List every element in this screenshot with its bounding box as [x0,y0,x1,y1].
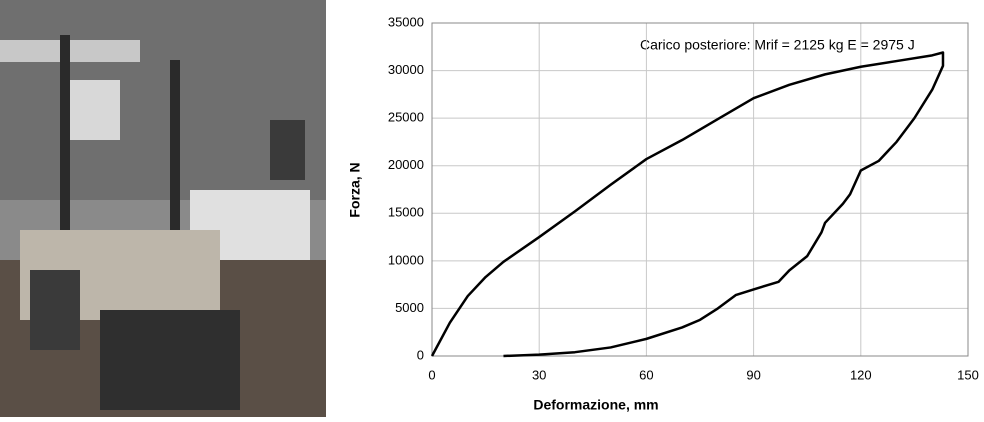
y-tick-label: 0 [417,347,424,362]
y-tick-label: 30000 [388,62,424,77]
x-tick-label: 150 [957,367,979,382]
chart-background [338,0,984,417]
x-tick-label: 60 [639,367,653,382]
y-tick-label: 35000 [388,14,424,29]
y-tick-label: 5000 [395,300,424,315]
x-tick-label: 0 [428,367,435,382]
y-tick-label: 20000 [388,157,424,172]
x-tick-label: 120 [850,367,872,382]
x-tick-label: 90 [746,367,760,382]
y-axis-label: Forza, N [347,162,363,217]
x-axis-label: Deformazione, mm [533,397,658,413]
y-tick-label: 15000 [388,205,424,220]
annotation: Carico posteriore: Mrif = 2125 kg E = 29… [640,37,915,53]
plot-frame [431,22,969,357]
photo [0,0,326,417]
y-tick-label: 25000 [388,110,424,125]
y-tick-label: 10000 [388,252,424,267]
data-line [430,51,945,358]
x-tick-label: 30 [532,367,546,382]
